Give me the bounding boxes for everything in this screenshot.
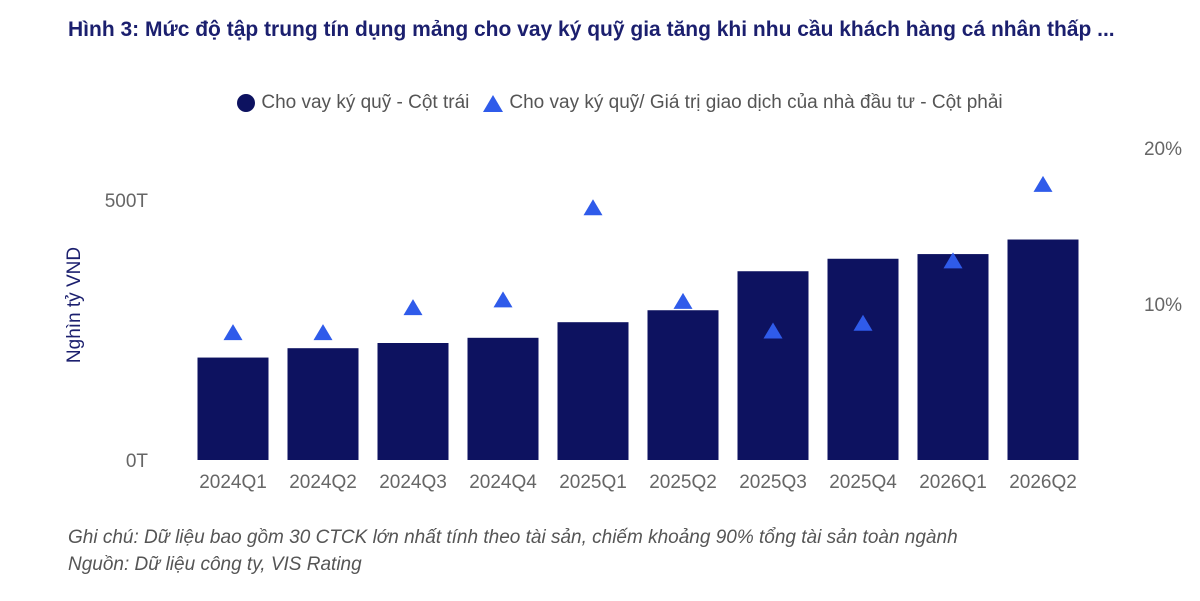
triangle-point (313, 324, 333, 341)
x-axis-tick-label: 2024Q2 (289, 472, 357, 493)
bar (647, 310, 719, 460)
chart-title: Hình 3: Mức độ tập trung tín dụng mảng c… (68, 18, 1115, 41)
triangle-point (403, 299, 423, 316)
legend-circle-icon (237, 94, 256, 112)
legend-label-bars: Cho vay ký quỹ - Cột trái (261, 92, 470, 113)
legend-item-triangles: Cho vay ký quỹ/ Giá trị giao dịch của nh… (483, 92, 1003, 114)
right-axis-tick-label: 10% (1144, 295, 1182, 316)
chart-legend: Cho vay ký quỹ - Cột trái Cho vay ký quỹ… (0, 92, 1200, 114)
bar (557, 322, 629, 460)
chart-source: Nguồn: Dữ liệu công ty, VIS Rating (68, 554, 362, 575)
triangle-point (223, 324, 243, 341)
x-axis-tick-label: 2025Q3 (739, 472, 807, 493)
bar (827, 258, 899, 460)
triangle-point (943, 252, 963, 269)
x-axis-tick-label: 2025Q2 (649, 472, 717, 493)
x-axis-tick-label: 2025Q4 (829, 472, 897, 493)
triangle-point (493, 291, 513, 308)
triangle-point (1033, 175, 1053, 192)
legend-triangle-icon (483, 94, 504, 112)
triangle-point (673, 292, 693, 309)
x-axis-tick-label: 2024Q3 (379, 472, 447, 493)
left-axis-tick-label: 0T (126, 451, 149, 472)
triangle-point (853, 314, 873, 331)
x-axis-tick-label: 2024Q1 (199, 472, 267, 493)
bar (917, 254, 989, 460)
legend-item-bars: Cho vay ký quỹ - Cột trái (237, 92, 469, 114)
bar (287, 348, 359, 460)
triangle-point (763, 322, 783, 339)
right-axis-tick-label: 20% (1144, 139, 1182, 160)
chart-canvas: 0T 500T 10% 20% Nghìn tỷ VND 2024Q1 2024Q2 2024… (64, 139, 1182, 493)
bar (197, 357, 269, 460)
left-axis-tick-label: 500T (105, 191, 149, 212)
legend-label-triangles: Cho vay ký quỹ/ Giá trị giao dịch của nh… (509, 92, 1003, 113)
x-axis-tick-label: 2026Q2 (1009, 472, 1077, 493)
x-axis-tick-label: 2024Q4 (469, 472, 537, 493)
x-axis-tick-label: 2026Q1 (919, 472, 987, 493)
bar (377, 343, 449, 460)
x-axis-tick-label: 2025Q1 (559, 472, 627, 493)
triangle-point (583, 199, 603, 216)
chart-note: Ghi chú: Dữ liệu bao gồm 30 CTCK lớn nhấ… (68, 527, 958, 548)
bar (467, 337, 539, 460)
bar (737, 271, 809, 460)
bar (1007, 239, 1079, 460)
y-axis-label: Nghìn tỷ VND (64, 247, 85, 363)
